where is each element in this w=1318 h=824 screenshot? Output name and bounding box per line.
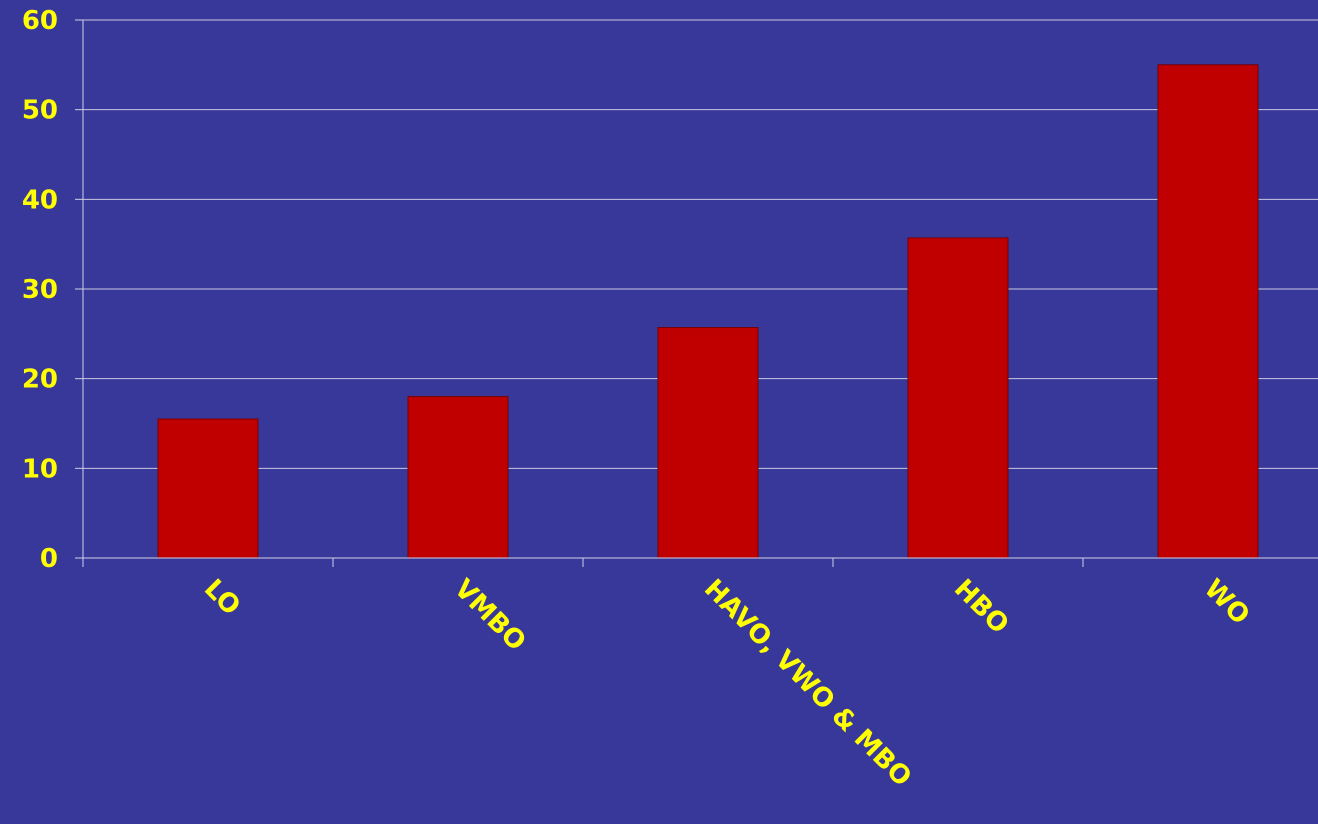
y-tick-label: 10	[22, 454, 58, 484]
y-tick-label: 60	[22, 6, 58, 36]
x-tick-label: HBO	[948, 574, 1014, 640]
y-tick-label: 20	[22, 365, 58, 395]
x-tick-label: HAVO, VWO & MBO	[698, 574, 917, 793]
bar	[1157, 64, 1259, 559]
bars	[157, 64, 1259, 559]
y-tick-label: 30	[22, 275, 58, 305]
axes	[75, 19, 1318, 567]
x-tick-label: VMBO	[448, 574, 531, 657]
y-tick-label: 0	[40, 544, 58, 574]
y-tick-label: 50	[22, 96, 58, 126]
x-tick-label: LO	[198, 574, 246, 622]
bar	[407, 396, 509, 559]
bar	[157, 418, 259, 559]
bar	[907, 237, 1009, 559]
bar	[657, 327, 759, 559]
y-tick-labels: 0 10 20 30 40 50 60	[22, 6, 58, 574]
x-tick-labels: LO VMBO HAVO, VWO & MBO HBO WO	[198, 574, 1255, 793]
gridlines	[83, 19, 1318, 469]
y-tick-label: 40	[22, 185, 58, 215]
x-tick-label: WO	[1198, 574, 1255, 631]
